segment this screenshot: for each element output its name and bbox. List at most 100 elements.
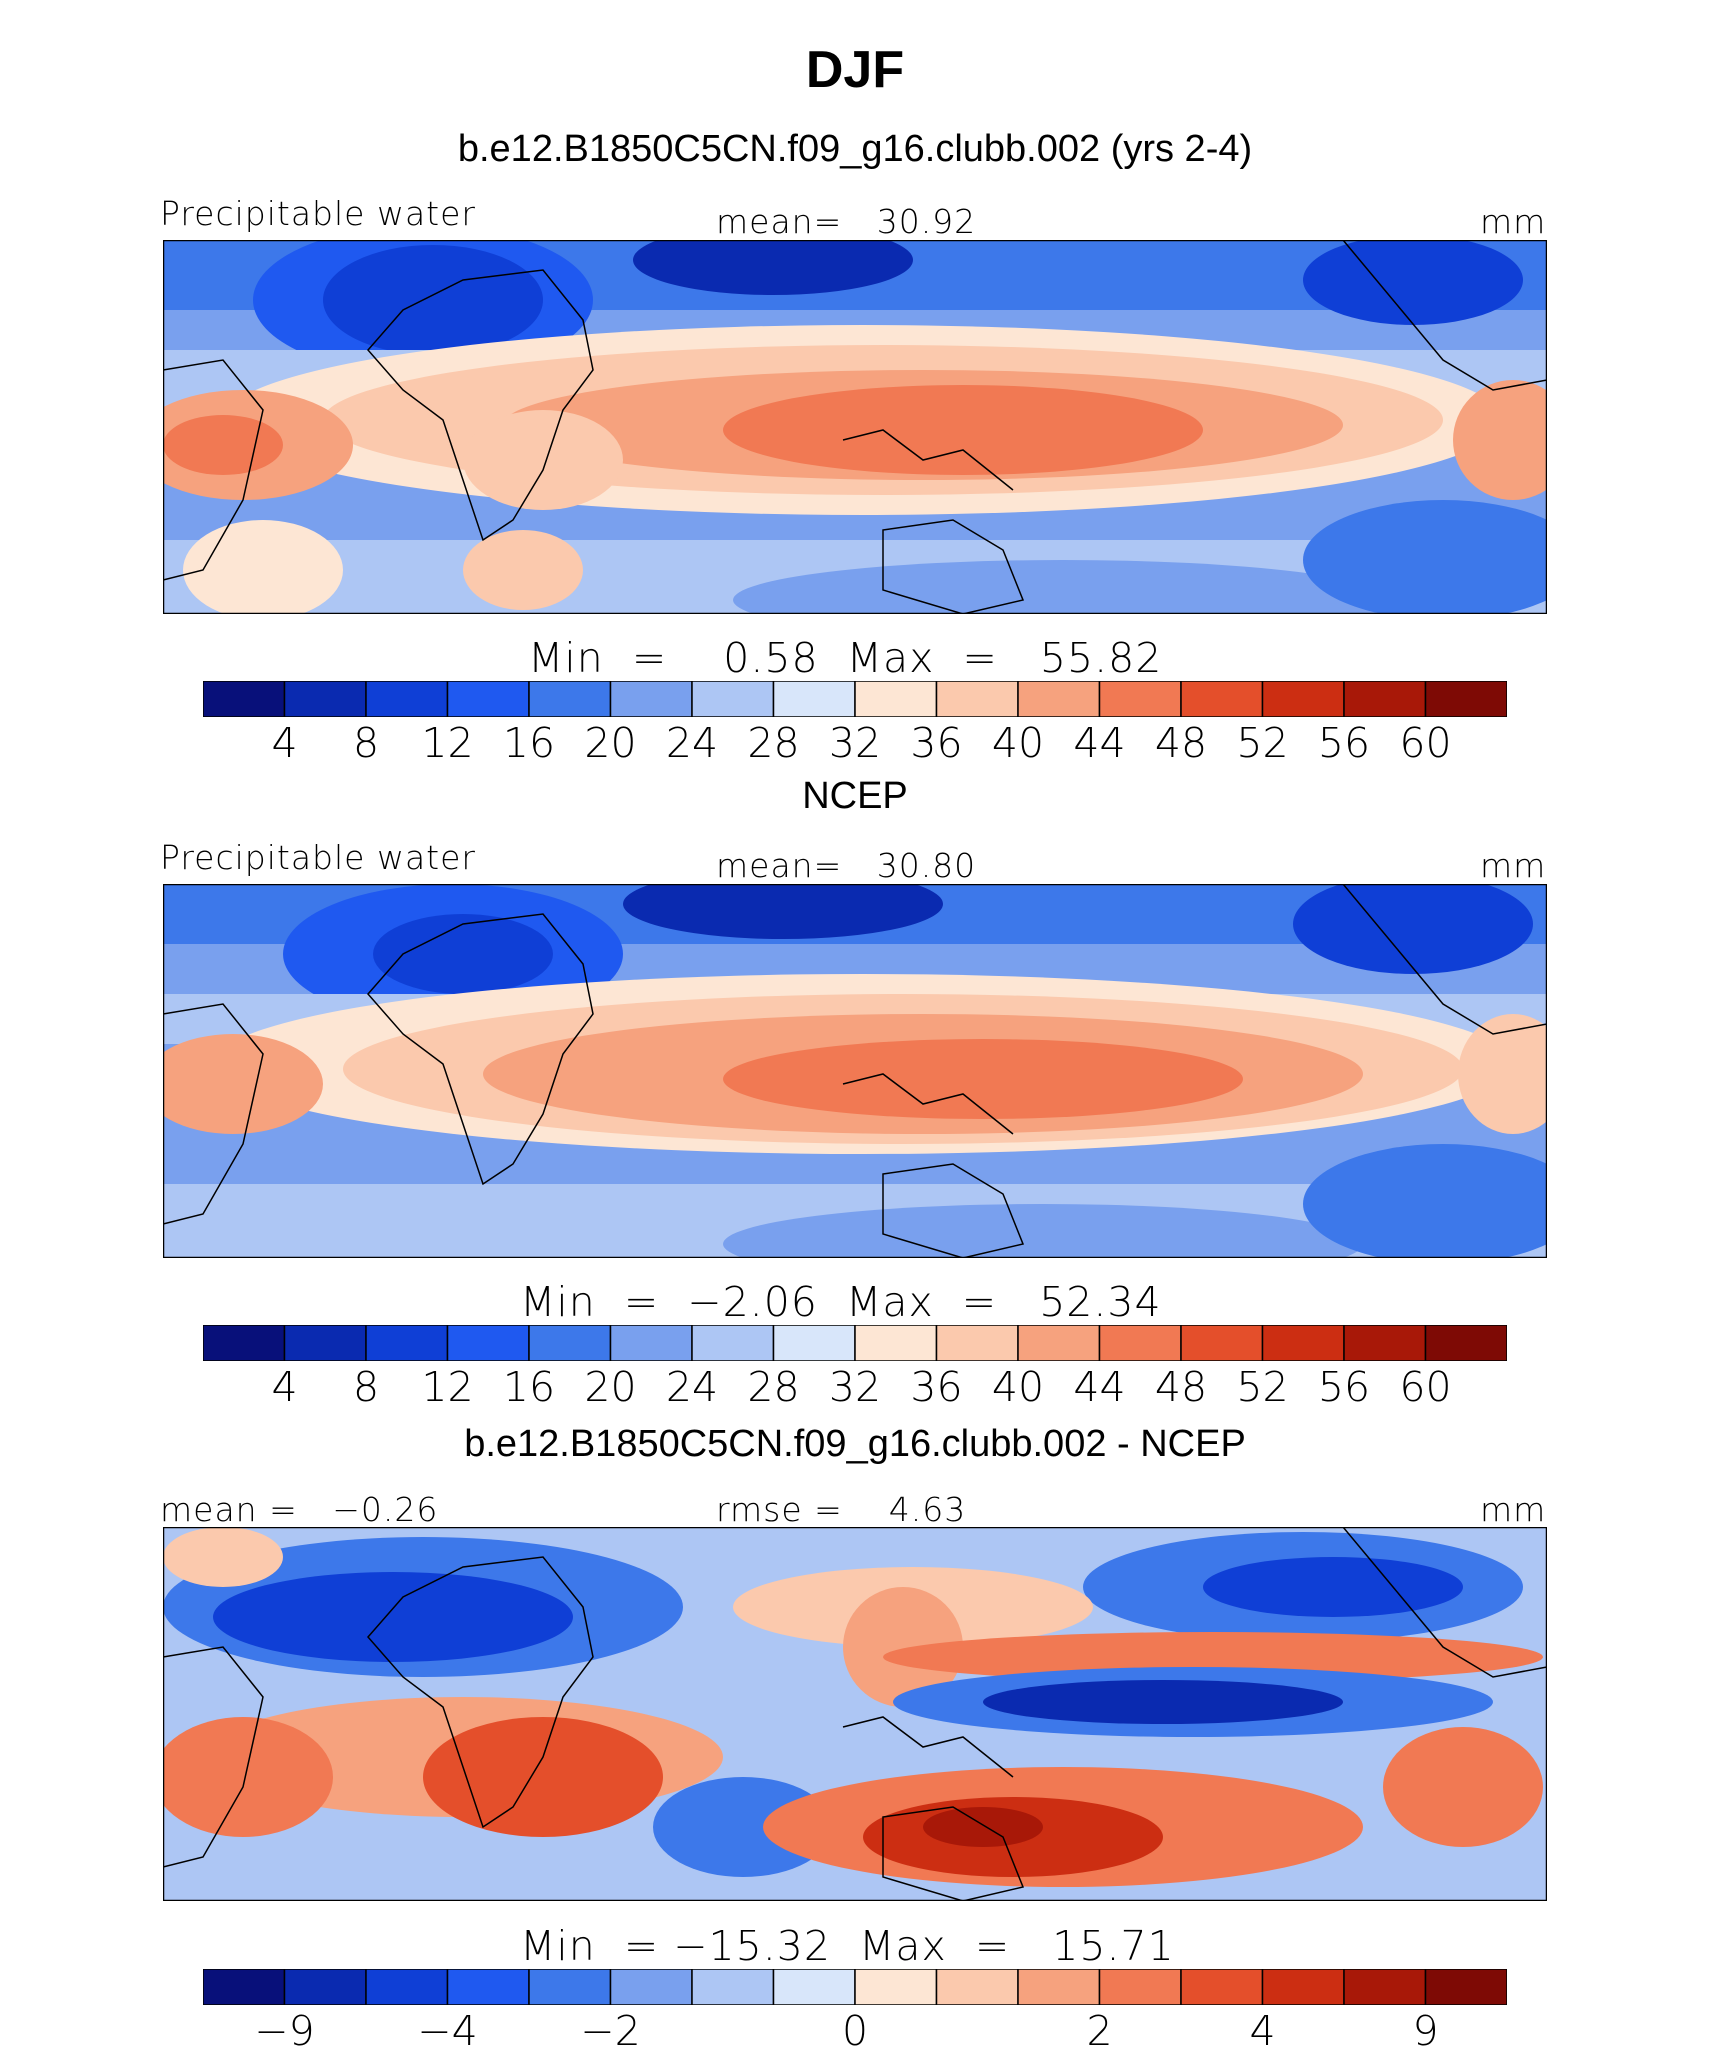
colorbar-tick-label: 52 [1236, 1363, 1289, 1411]
panel2-units: mm [1480, 846, 1547, 885]
colorbar-swatch [283, 1969, 367, 2005]
figure-title: DJF [805, 41, 905, 99]
colorbar-tick-label: 28 [747, 1363, 800, 1411]
colorbar-tick-label: 16 [502, 719, 556, 767]
colorbar-tick-label: 40 [991, 719, 1045, 767]
panel1-minmax: Min = 0.58 Max = 55.82 [528, 634, 1163, 682]
colorbar-swatch [935, 681, 1019, 717]
colorbar-swatch [772, 681, 856, 717]
colorbar-swatch [203, 1325, 286, 1361]
colorbar-tick-label: 0 [841, 2007, 869, 2055]
colorbar-swatch [446, 681, 530, 717]
colorbar-tick-label: 32 [828, 719, 882, 767]
panel3-heading: b.e12.B1850C5CN.f09_g16.clubb.002 - NCEP [464, 1423, 1246, 1465]
colorbar-swatch [1180, 681, 1264, 717]
colorbar-tick-label: 4 [271, 719, 298, 767]
colorbar-swatch [1261, 681, 1345, 717]
colorbar-swatch [854, 681, 938, 717]
colorbar-swatch [1343, 681, 1427, 717]
panel2-colorbar [203, 1325, 1507, 1361]
panel3-colorbar [203, 1969, 1507, 2005]
colorbar-swatch [935, 1969, 1019, 2005]
colorbar-swatch [935, 1325, 1019, 1361]
colorbar-swatch [203, 1969, 286, 2005]
colorbar-swatch [1098, 1325, 1182, 1361]
panel1-colorbar [203, 681, 1507, 717]
colorbar-tick-label: 24 [665, 719, 719, 767]
colorbar-swatch [609, 1969, 693, 2005]
colorbar-tick-label: 36 [910, 1363, 963, 1411]
panel3-map [163, 1527, 1547, 1901]
colorbar-swatch [528, 1325, 612, 1361]
colorbar-tick-label: 44 [1073, 1363, 1126, 1411]
panel2-variable-label: Precipitable water [160, 838, 476, 877]
colorbar-swatch [1424, 1969, 1507, 2005]
panel2-mean-label: mean= 30.80 [716, 846, 977, 885]
colorbar-swatch [283, 1325, 367, 1361]
colorbar-tick-label: 40 [991, 1363, 1045, 1411]
colorbar-swatch [1343, 1325, 1427, 1361]
colorbar-swatch [365, 1325, 449, 1361]
colorbar-swatch [1098, 1969, 1182, 2005]
panel2-minmax: Min = −2.06 Max = 52.34 [520, 1278, 1162, 1326]
colorbar-tick-label: 60 [1399, 719, 1452, 767]
colorbar-tick-label: −2 [580, 2007, 641, 2055]
panel3-rmse-label: rmse = 4.63 [716, 1490, 967, 1529]
colorbar-swatch [1098, 681, 1182, 717]
colorbar-swatch [203, 681, 286, 717]
colorbar-tick-label: 60 [1399, 1363, 1452, 1411]
colorbar-tick-label: 4 [271, 1363, 298, 1411]
colorbar-tick-label: 24 [665, 1363, 719, 1411]
colorbar-tick-label: 12 [421, 1363, 474, 1411]
colorbar-swatch [691, 1325, 775, 1361]
colorbar-swatch [1261, 1969, 1345, 2005]
panel3-units: mm [1480, 1490, 1547, 1529]
colorbar-swatch [691, 681, 775, 717]
panel1-variable-label: Precipitable water [160, 194, 476, 233]
panel3-minmax: Min = −15.32 Max = 15.71 [520, 1922, 1175, 1970]
colorbar-swatch [1180, 1325, 1264, 1361]
colorbar-swatch [772, 1969, 856, 2005]
colorbar-swatch [609, 681, 693, 717]
panel1-heading: b.e12.B1850C5CN.f09_g16.clubb.002 (yrs 2… [457, 128, 1253, 170]
panel2-map [163, 884, 1547, 1258]
colorbar-tick-label: 36 [910, 719, 963, 767]
colorbar-tick-label: 16 [502, 1363, 556, 1411]
colorbar-tick-label: 56 [1317, 719, 1371, 767]
colorbar-tick-label: 48 [1154, 1363, 1208, 1411]
colorbar-tick-label: 8 [352, 1363, 380, 1411]
colorbar-swatch [365, 681, 449, 717]
colorbar-swatch [854, 1969, 938, 2005]
colorbar-tick-label: 9 [1412, 2007, 1439, 2055]
colorbar-tick-label: 20 [584, 719, 637, 767]
colorbar-swatch [365, 1969, 449, 2005]
colorbar-tick-label: 44 [1073, 719, 1126, 767]
colorbar-swatch [691, 1969, 775, 2005]
panel3-mean-label: mean = −0.26 [160, 1490, 439, 1529]
colorbar-tick-label: −4 [417, 2007, 478, 2055]
colorbar-swatch [772, 1325, 856, 1361]
colorbar-swatch [1261, 1325, 1345, 1361]
colorbar-tick-label: 20 [584, 1363, 637, 1411]
colorbar-swatch [528, 1969, 612, 2005]
colorbar-swatch [528, 681, 612, 717]
colorbar-tick-label: 8 [352, 719, 380, 767]
colorbar-swatch [446, 1325, 530, 1361]
colorbar-tick-label: 28 [747, 719, 800, 767]
colorbar-swatch [1343, 1969, 1427, 2005]
colorbar-swatch [1017, 1969, 1101, 2005]
colorbar-swatch [1017, 1325, 1101, 1361]
colorbar-tick-label: 56 [1317, 1363, 1371, 1411]
colorbar-swatch [1424, 1325, 1507, 1361]
colorbar-tick-label: 2 [1086, 2007, 1113, 2055]
colorbar-swatch [1180, 1969, 1264, 2005]
colorbar-swatch [446, 1969, 530, 2005]
colorbar-swatch [1424, 681, 1507, 717]
colorbar-tick-label: −9 [254, 2007, 315, 2055]
panel1-units: mm [1480, 202, 1547, 241]
colorbar-swatch [609, 1325, 693, 1361]
panel1-map [163, 240, 1547, 614]
colorbar-tick-label: 4 [1249, 2007, 1276, 2055]
colorbar-tick-label: 48 [1154, 719, 1208, 767]
colorbar-tick-label: 12 [421, 719, 474, 767]
